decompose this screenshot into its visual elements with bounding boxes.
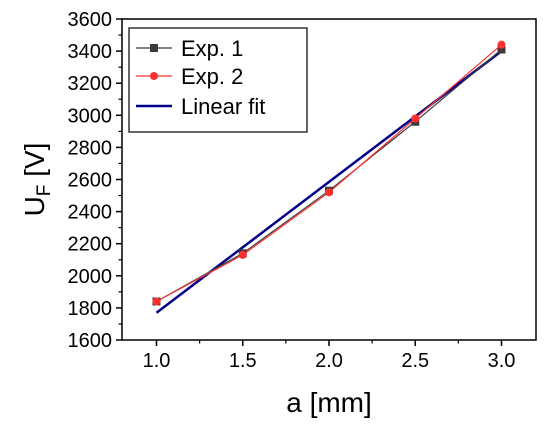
legend-label-3: Linear fit bbox=[181, 94, 265, 119]
y-tick-label: 3000 bbox=[68, 105, 113, 127]
legend-label-2: Exp. 2 bbox=[181, 64, 243, 89]
x-tick-label: 2.5 bbox=[401, 350, 429, 372]
y-tick-label: 2600 bbox=[68, 170, 113, 192]
data-point-exp1 bbox=[497, 45, 506, 54]
x-tick-label: 2.0 bbox=[315, 350, 343, 372]
y-tick-label: 3600 bbox=[68, 9, 113, 31]
data-point-exp2 bbox=[152, 297, 161, 306]
legend: Exp. 1 Exp. 2 Linear fit bbox=[128, 27, 308, 133]
legend-label-1: Exp. 1 bbox=[181, 36, 243, 61]
legend-marker-square bbox=[150, 44, 158, 52]
x-tick-label: 1.0 bbox=[143, 350, 171, 372]
x-axis-title: a [mm] bbox=[286, 387, 372, 418]
data-point-exp2 bbox=[497, 40, 506, 49]
axes: 1.0 1.5 2.0 2.5 3.0 1600 1800 2000 2200 2400 2600 2… bbox=[68, 9, 537, 372]
y-tick-label: 2800 bbox=[68, 137, 113, 159]
y-tick-label: 1800 bbox=[68, 298, 113, 320]
y-axis-title-unit: [V] bbox=[19, 143, 50, 185]
data-point-exp2 bbox=[238, 250, 247, 259]
y-tick-label: 2000 bbox=[68, 266, 113, 288]
y-tick-label: 3200 bbox=[68, 73, 113, 95]
legend-box bbox=[128, 27, 308, 133]
y-axis-title: UF [V] bbox=[19, 143, 55, 217]
y-tick-label: 2200 bbox=[68, 234, 113, 256]
x-tick-label: 3.0 bbox=[488, 350, 516, 372]
y-tick-label: 2400 bbox=[68, 202, 113, 224]
plot-area bbox=[152, 40, 506, 314]
y-tick-label: 3400 bbox=[68, 41, 113, 63]
y-tick-label: 1600 bbox=[68, 330, 113, 352]
y-axis-title-main: U bbox=[19, 196, 50, 216]
x-tick-label: 1.5 bbox=[229, 350, 257, 372]
data-point-exp2 bbox=[411, 114, 420, 123]
legend-marker-circle bbox=[150, 72, 158, 80]
y-axis-title-subscript: F bbox=[34, 185, 55, 197]
data-point-exp2 bbox=[325, 188, 333, 197]
